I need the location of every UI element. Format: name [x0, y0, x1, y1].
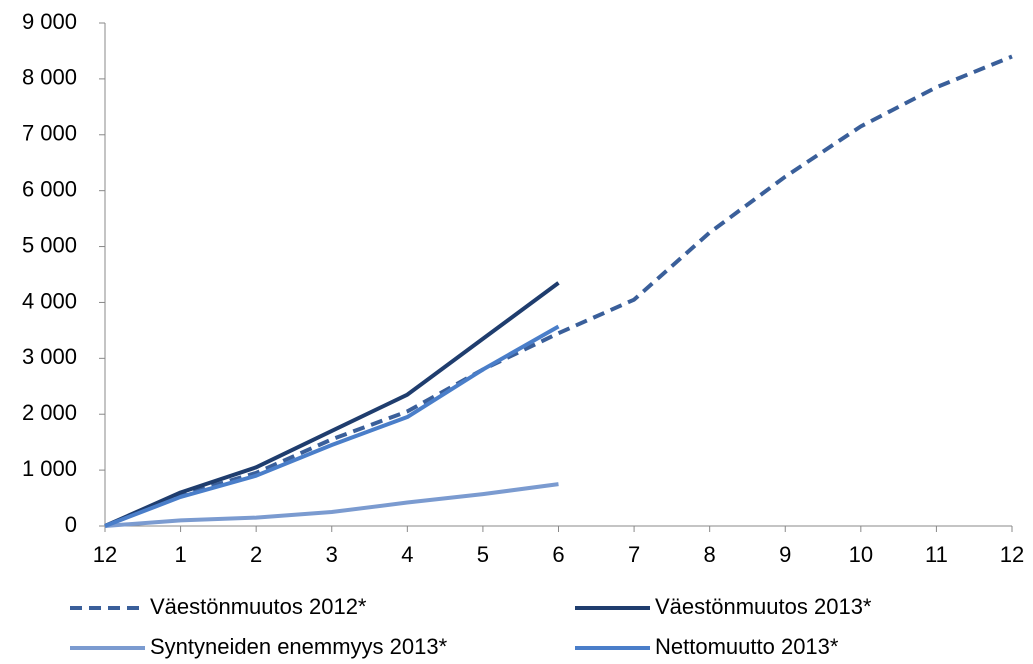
y-tick-label: 2 000	[22, 400, 77, 425]
series-line	[104, 324, 560, 528]
y-tick-label: 9 000	[22, 9, 77, 34]
y-tick-label: 1 000	[22, 456, 77, 481]
x-tick-label: 12	[93, 542, 117, 567]
x-tick-label: 9	[779, 542, 791, 567]
x-tick-label: 6	[552, 542, 564, 567]
x-tick-label: 2	[250, 542, 262, 567]
y-tick-label: 6 000	[22, 176, 77, 201]
x-tick-label: 5	[477, 542, 489, 567]
x-tick-label: 12	[1000, 542, 1024, 567]
legend-label: Väestönmuutos 2013*	[655, 594, 872, 619]
legend-label: Väestönmuutos 2012*	[150, 594, 367, 619]
series-line	[104, 482, 559, 528]
legend-label: Nettomuutto 2013*	[655, 634, 839, 659]
x-tick-label: 11	[925, 542, 948, 567]
y-tick-label: 3 000	[22, 344, 77, 369]
y-tick-label: 5 000	[22, 232, 77, 257]
y-tick-label: 0	[65, 512, 77, 537]
y-tick-label: 4 000	[22, 288, 77, 313]
legend-label: Syntyneiden enemmyys 2013*	[150, 634, 448, 659]
x-tick-label: 3	[326, 542, 338, 567]
x-tick-label: 8	[704, 542, 716, 567]
x-tick-label: 4	[401, 542, 413, 567]
x-tick-label: 10	[849, 542, 873, 567]
series-line	[104, 54, 1013, 528]
y-tick-label: 7 000	[22, 121, 77, 146]
x-tick-label: 7	[628, 542, 640, 567]
x-tick-label: 1	[174, 542, 186, 567]
y-tick-label: 8 000	[22, 65, 77, 90]
series-line	[104, 281, 560, 528]
